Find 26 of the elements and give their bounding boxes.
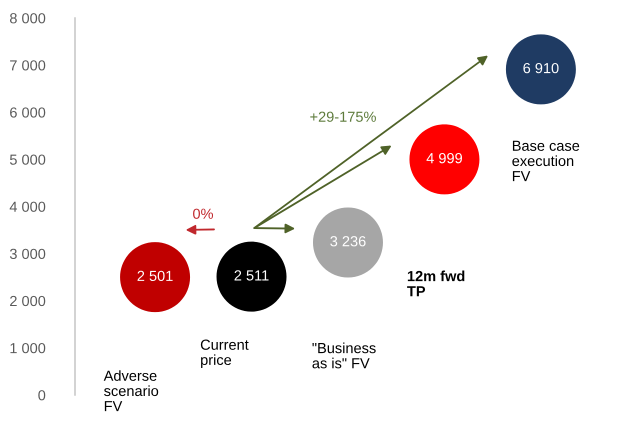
annotation: +29-175% [310,112,376,122]
y-tick-label: 2 000 [10,296,46,306]
x-tick-label: Base case execution FV [512,140,580,182]
x-tick-label: 12m fwd TP [407,270,464,296]
annotation: 0% [193,208,214,219]
x-tick-label: Adverse scenario FV [104,370,158,412]
data-label: 6 910 [523,62,559,74]
y-tick-label: 5 000 [10,154,46,165]
y-tick-label: 3 000 [10,248,46,260]
y-tick-label: 4 000 [10,202,46,212]
point [120,242,190,312]
point [409,124,480,194]
data-label: 4 999 [426,153,462,164]
y-tick-label: 7 000 [10,60,46,71]
data-label: 2 501 [138,270,173,282]
data-label: 2 511 [234,270,269,281]
point [216,242,287,312]
x-tick-label: Current price [200,340,249,368]
y-tick-label: 1 000 [10,342,46,354]
y-tick-label: 8 000 [10,13,46,24]
y-tick-label: 6 000 [10,107,46,118]
point [506,34,576,104]
point [312,208,383,278]
data-label: 3 236 [330,236,366,246]
x-tick-label: "Business as is" FV [312,342,376,368]
y-tick-label: 0 [38,390,46,400]
